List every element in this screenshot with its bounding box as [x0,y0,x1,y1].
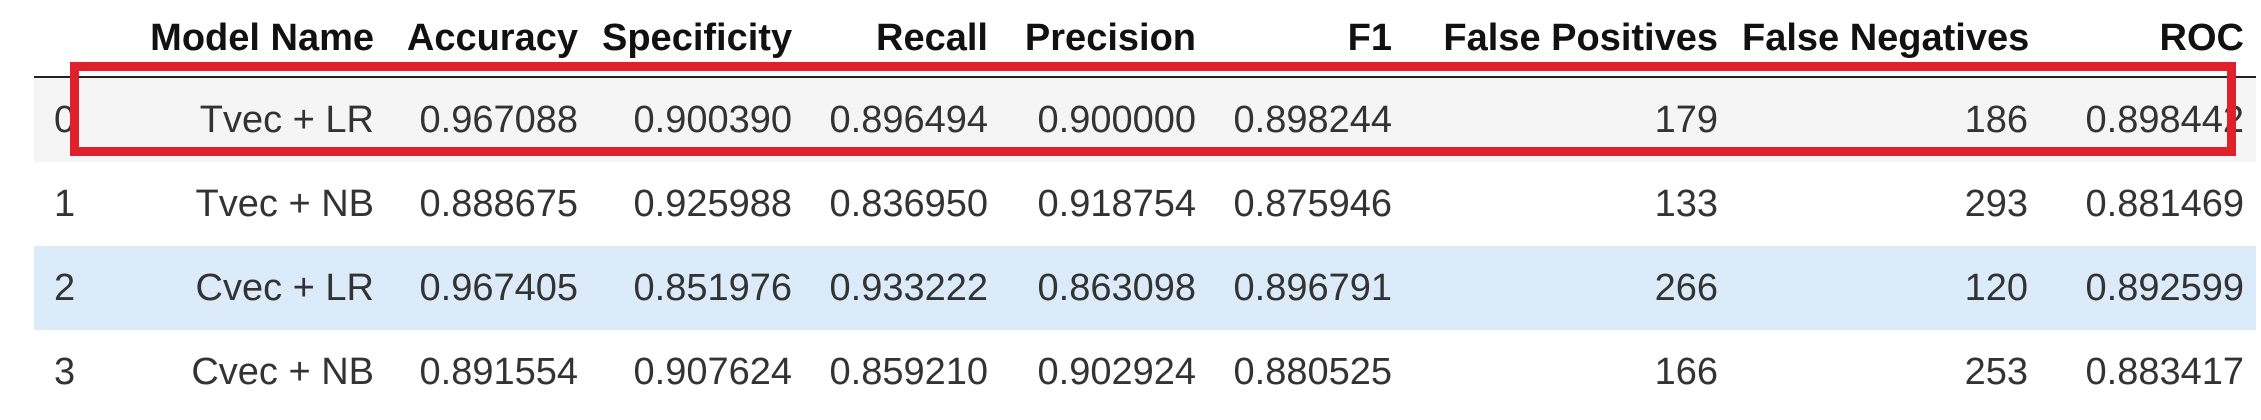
column-header-false-negatives: False Negatives [1730,0,2040,78]
column-header-f1: F1 [1208,0,1404,78]
table-row: 0 Tvec + LR 0.967088 0.900390 0.896494 0… [34,77,2256,162]
cell-accuracy: 0.891554 [419,350,579,393]
table-row: 3 Cvec + NB 0.891554 0.907624 0.859210 0… [34,330,2256,414]
cell-model-name: Cvec + NB [191,350,374,393]
column-header-model-name: Model Name [108,0,386,78]
cell-precision: 0.918754 [1037,182,1197,225]
cell-accuracy: 0.888675 [419,182,579,225]
cell-precision: 0.863098 [1000,246,1208,330]
cell-false-positives: 179 [1404,77,1730,162]
column-header-roc: ROC [2040,0,2256,78]
row-index: 2 [34,246,108,330]
column-header-accuracy: Accuracy [386,0,590,78]
column-header-false-positives: False Positives [1404,0,1730,78]
cell-f1: 0.898244 [1208,77,1404,162]
cell-specificity: 0.851976 [590,246,804,330]
cell-roc: 0.892599 [2040,246,2256,330]
cell-recall: 0.933222 [804,246,1000,330]
results-table: Model Name Accuracy Specificity Recall P… [34,0,2256,414]
header-row: Model Name Accuracy Specificity Recall P… [34,0,2256,78]
column-header-specificity: Specificity [590,0,804,78]
cell-recall: 0.859210 [829,350,989,393]
cell-false-negatives: 186 [1730,77,2040,162]
cell-roc: 0.883417 [2085,350,2245,393]
cell-false-negatives: 120 [1730,246,2040,330]
cell-f1: 0.880525 [1233,350,1393,393]
cell-f1: 0.875946 [1233,182,1393,225]
row-index: 3 [54,350,76,393]
table-row: 1 Tvec + NB 0.888675 0.925988 0.836950 0… [34,162,2256,246]
cell-false-positives: 133 [1654,182,1718,225]
column-header-precision: Precision [1000,0,1208,78]
cell-model-name: Tvec + LR [108,77,386,162]
cell-specificity: 0.925988 [633,182,793,225]
cell-roc: 0.881469 [2085,182,2245,225]
table-row: 2 Cvec + LR 0.967405 0.851976 0.933222 0… [34,246,2256,330]
index-header [34,0,108,78]
cell-recall: 0.896494 [804,77,1000,162]
cell-false-negatives: 253 [1964,350,2028,393]
cell-model-name: Tvec + NB [195,182,374,225]
cell-accuracy: 0.967088 [386,77,590,162]
row-index: 1 [54,182,76,225]
cell-f1: 0.896791 [1208,246,1404,330]
cell-precision: 0.900000 [1000,77,1208,162]
cell-false-positives: 266 [1404,246,1730,330]
cell-false-negatives: 293 [1964,182,2028,225]
cell-roc: 0.898442 [2040,77,2256,162]
cell-model-name: Cvec + LR [108,246,386,330]
column-header-recall: Recall [804,0,1000,78]
cell-accuracy: 0.967405 [386,246,590,330]
cell-specificity: 0.907624 [633,350,793,393]
cell-recall: 0.836950 [829,182,989,225]
cell-false-positives: 166 [1654,350,1718,393]
cell-specificity: 0.900390 [590,77,804,162]
row-index: 0 [34,77,108,162]
cell-precision: 0.902924 [1037,350,1197,393]
